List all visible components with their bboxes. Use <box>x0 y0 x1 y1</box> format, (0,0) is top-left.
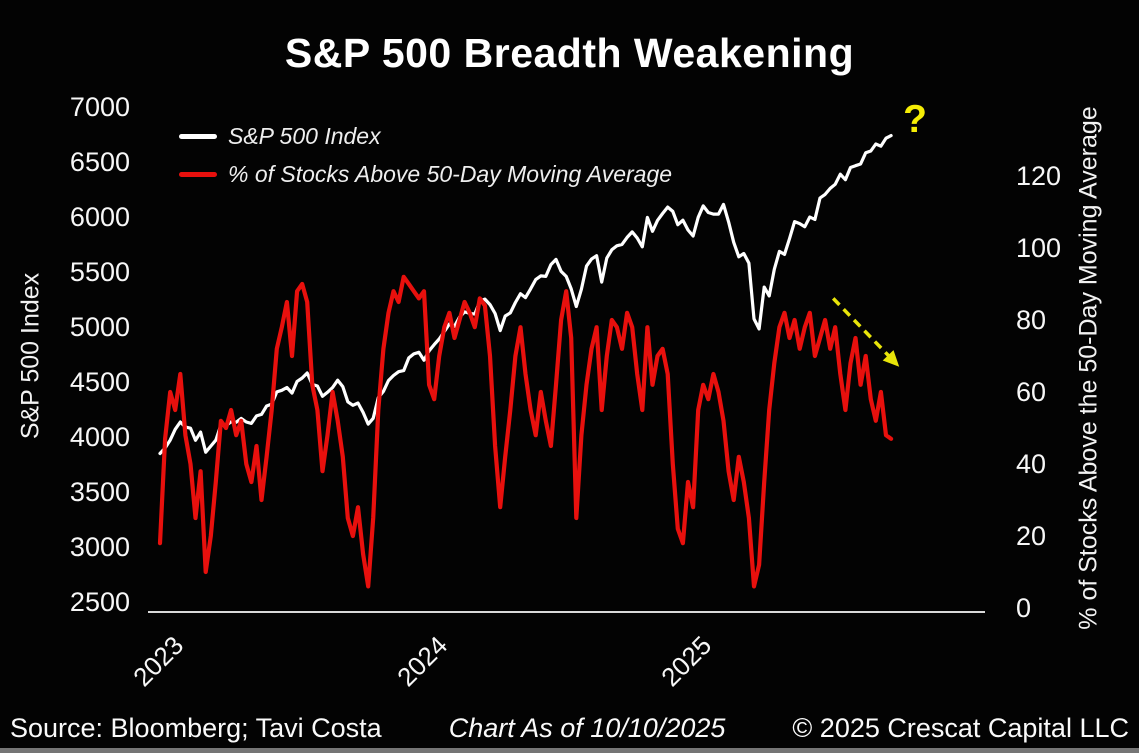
left-axis-tick-label: 5500 <box>69 257 130 287</box>
left-axis-tick-label: 5000 <box>69 312 130 342</box>
right-axis-tick-label: 60 <box>1016 377 1047 407</box>
legend: S&P 500 Index % of Stocks Above 50-Day M… <box>179 117 672 193</box>
right-axis-tick-label: 100 <box>1016 233 1062 263</box>
left-axis-tick-label: 4500 <box>69 367 130 397</box>
right-axis-tick-label: 0 <box>1016 593 1032 623</box>
left-axis-tick-label: 7000 <box>69 92 130 122</box>
left-axis-tick-label: 3000 <box>69 532 130 562</box>
footer-copyright: © 2025 Crescat Capital LLC <box>792 713 1129 743</box>
legend-label-sp500: S&P 500 Index <box>228 122 381 149</box>
footer-source: Source: Bloomberg; Tavi Costa <box>10 713 382 743</box>
legend-item-breadth: % of Stocks Above 50-Day Moving Average <box>179 155 672 193</box>
left-axis-tick-label: 6500 <box>69 147 130 177</box>
sp500-line-swatch <box>179 133 217 139</box>
left-axis-tick-label: 3500 <box>69 477 130 507</box>
question-mark-annotation: ? <box>903 98 927 142</box>
chart-title: S&P 500 Breadth Weakening <box>284 30 855 76</box>
downtrend-arrow-head <box>882 350 900 367</box>
left-axis-tick-label: 4000 <box>69 422 130 452</box>
downtrend-arrow-shaft <box>831 297 892 359</box>
breadth-line <box>157 274 894 589</box>
left-axis-title: S&P 500 Index <box>16 272 45 440</box>
right-axis-tick-label: 80 <box>1016 305 1047 335</box>
legend-label-breadth: % of Stocks Above 50-Day Moving Average <box>228 160 673 187</box>
left-axis-tick-label: 2500 <box>69 587 130 617</box>
bottom-edge-strip <box>0 748 1139 753</box>
left-axis-tick-label: 6000 <box>69 202 130 232</box>
right-axis-tick-label: 40 <box>1016 449 1047 479</box>
breadth-line-swatch <box>179 171 217 177</box>
right-axis-tick-label: 120 <box>1016 161 1062 191</box>
footer: Source: Bloomberg; Tavi Costa Chart As o… <box>0 713 1139 744</box>
right-axis-tick-label: 20 <box>1016 521 1047 551</box>
sp500-line <box>158 134 893 456</box>
legend-item-sp500: S&P 500 Index <box>179 117 672 155</box>
footer-as-of-date: Chart As of 10/10/2025 <box>448 713 726 743</box>
